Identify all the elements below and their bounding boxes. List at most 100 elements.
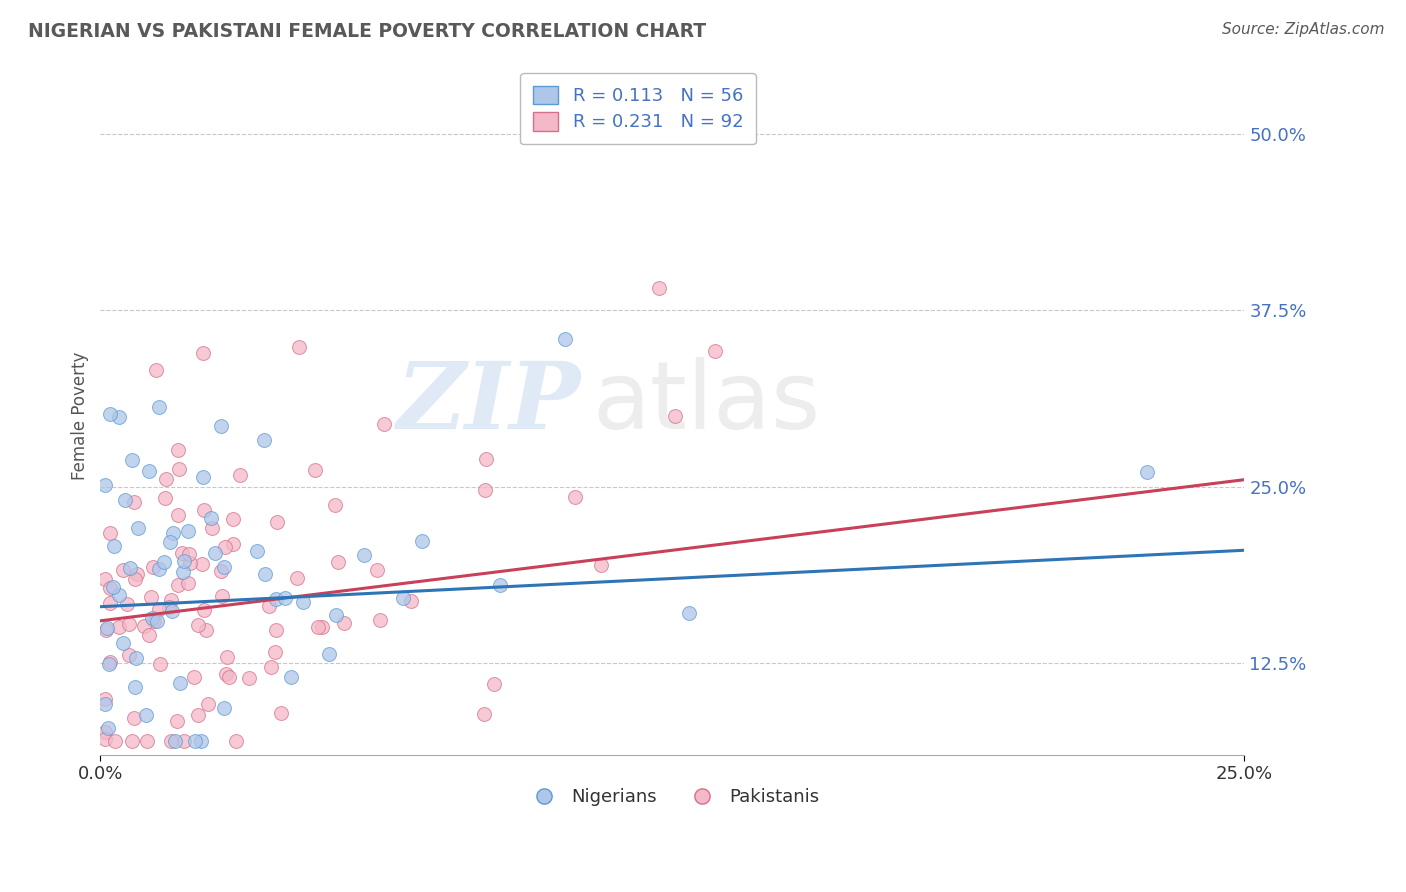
Point — [157, 600, 180, 615]
Point — [117, 597, 139, 611]
Point — [138, 464, 160, 478]
Point — [218, 670, 240, 684]
Point — [125, 650, 148, 665]
Text: Source: ZipAtlas.com: Source: ZipAtlas.com — [1222, 22, 1385, 37]
Point — [287, 340, 309, 354]
Point — [191, 558, 214, 572]
Point — [285, 571, 308, 585]
Point — [94, 724, 117, 739]
Point — [564, 490, 586, 504]
Point — [191, 470, 214, 484]
Point — [160, 593, 183, 607]
Point — [190, 733, 212, 747]
Point — [103, 539, 125, 553]
Point — [148, 400, 170, 414]
Point — [274, 591, 297, 605]
Point — [484, 676, 506, 690]
Point — [172, 565, 194, 579]
Point — [139, 591, 162, 605]
Point — [411, 533, 433, 548]
Point — [183, 671, 205, 685]
Point — [332, 616, 354, 631]
Point — [98, 581, 121, 595]
Point — [229, 467, 252, 482]
Point — [136, 733, 159, 747]
Point — [100, 526, 122, 541]
Point — [366, 563, 388, 577]
Point — [94, 478, 117, 492]
Point — [94, 692, 117, 706]
Point — [125, 566, 148, 581]
Point — [122, 711, 145, 725]
Point — [264, 645, 287, 659]
Point — [146, 615, 169, 629]
Point — [266, 515, 288, 529]
Point — [98, 657, 121, 671]
Point — [368, 613, 391, 627]
Point — [353, 549, 375, 563]
Point — [142, 614, 165, 628]
Point — [153, 555, 176, 569]
Point — [108, 410, 131, 425]
Point — [264, 591, 287, 606]
Point — [160, 604, 183, 618]
Point — [291, 595, 314, 609]
Point — [214, 540, 236, 554]
Point — [160, 733, 183, 747]
Point — [392, 591, 415, 606]
Point — [246, 544, 269, 558]
Point — [325, 607, 347, 622]
Point — [148, 601, 170, 615]
Point — [155, 472, 177, 486]
Point — [200, 511, 222, 525]
Point — [112, 636, 135, 650]
Point — [304, 463, 326, 477]
Point — [176, 524, 198, 539]
Point — [111, 563, 134, 577]
Point — [169, 676, 191, 690]
Point — [121, 733, 143, 747]
Point — [103, 580, 125, 594]
Point — [94, 624, 117, 638]
Point — [264, 623, 287, 637]
Point — [373, 417, 395, 431]
Point — [253, 433, 276, 447]
Point — [187, 618, 209, 632]
Text: ZIP: ZIP — [396, 358, 581, 448]
Point — [311, 620, 333, 634]
Point — [489, 578, 512, 592]
Legend: Nigerians, Pakistanis: Nigerians, Pakistanis — [519, 781, 827, 814]
Point — [167, 508, 190, 522]
Point — [193, 346, 215, 360]
Point — [280, 670, 302, 684]
Point — [1135, 465, 1157, 479]
Point — [122, 495, 145, 509]
Point — [108, 588, 131, 602]
Point — [124, 680, 146, 694]
Point — [209, 565, 232, 579]
Point — [97, 721, 120, 735]
Point — [703, 344, 725, 359]
Point — [307, 620, 329, 634]
Point — [211, 589, 233, 603]
Point — [589, 558, 612, 573]
Point — [141, 610, 163, 624]
Point — [238, 672, 260, 686]
Point — [166, 714, 188, 729]
Point — [167, 443, 190, 458]
Point — [187, 708, 209, 723]
Point — [114, 492, 136, 507]
Point — [194, 623, 217, 637]
Point — [170, 546, 193, 560]
Point — [94, 572, 117, 586]
Point — [318, 647, 340, 661]
Point — [142, 559, 165, 574]
Point — [98, 597, 121, 611]
Point — [166, 578, 188, 592]
Point — [222, 537, 245, 551]
Point — [323, 498, 346, 512]
Point — [173, 733, 195, 747]
Point — [145, 363, 167, 377]
Point — [177, 576, 200, 591]
Point — [554, 332, 576, 346]
